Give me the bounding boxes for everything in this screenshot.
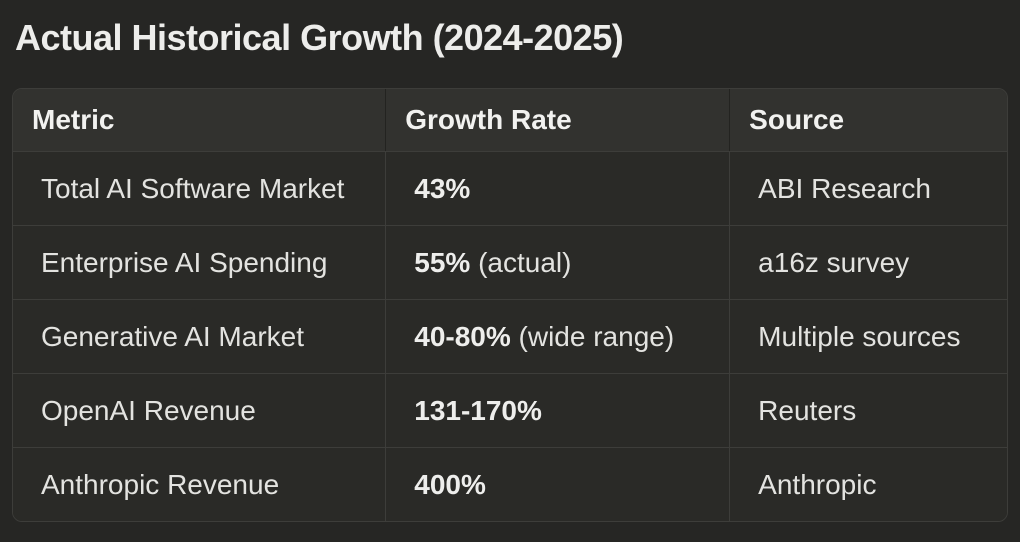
metric-cell: OpenAI Revenue — [13, 373, 386, 448]
growth-rate-cell: 400% — [385, 447, 730, 521]
rate-value: 55% — [414, 247, 471, 278]
table-row: Enterprise AI Spending 55% (actual) a16z… — [13, 225, 1007, 300]
page-title: Actual Historical Growth (2024-2025) — [15, 17, 624, 58]
table-row: OpenAI Revenue 131-170% Reuters — [13, 373, 1007, 448]
growth-rate-cell: 131-170% — [385, 373, 730, 448]
rate-value: 400% — [414, 469, 486, 500]
growth-rate-cell: 55% (actual) — [385, 225, 730, 300]
metric-cell: Generative AI Market — [13, 299, 386, 374]
growth-table: Metric Growth Rate Source Total AI Softw… — [13, 89, 1007, 521]
table-header-row: Metric Growth Rate Source — [13, 89, 1007, 152]
source-cell: Anthropic — [729, 447, 1007, 521]
metric-cell: Total AI Software Market — [13, 151, 386, 226]
growth-rate-cell: 43% — [385, 151, 730, 226]
rate-value: 40-80% — [414, 321, 511, 352]
table-row: Generative AI Market 40-80% (wide range)… — [13, 299, 1007, 374]
rate-value: 131-170% — [414, 395, 542, 426]
rate-note: (actual) — [470, 247, 572, 278]
metric-cell: Anthropic Revenue — [13, 447, 386, 521]
column-header-growth-rate: Growth Rate — [385, 89, 730, 152]
growth-rate-cell: 40-80% (wide range) — [385, 299, 730, 374]
source-cell: ABI Research — [729, 151, 1007, 226]
source-cell: a16z survey — [729, 225, 1007, 300]
table-row: Anthropic Revenue 400% Anthropic — [13, 447, 1007, 521]
column-header-metric: Metric — [13, 89, 386, 152]
rate-note: (wide range) — [510, 321, 675, 352]
metric-cell: Enterprise AI Spending — [13, 225, 386, 300]
source-cell: Multiple sources — [729, 299, 1007, 374]
source-cell: Reuters — [729, 373, 1007, 448]
rate-value: 43% — [414, 173, 471, 204]
column-header-source: Source — [729, 89, 1007, 152]
table-row: Total AI Software Market 43% ABI Researc… — [13, 151, 1007, 226]
growth-table-container: Metric Growth Rate Source Total AI Softw… — [12, 88, 1008, 522]
